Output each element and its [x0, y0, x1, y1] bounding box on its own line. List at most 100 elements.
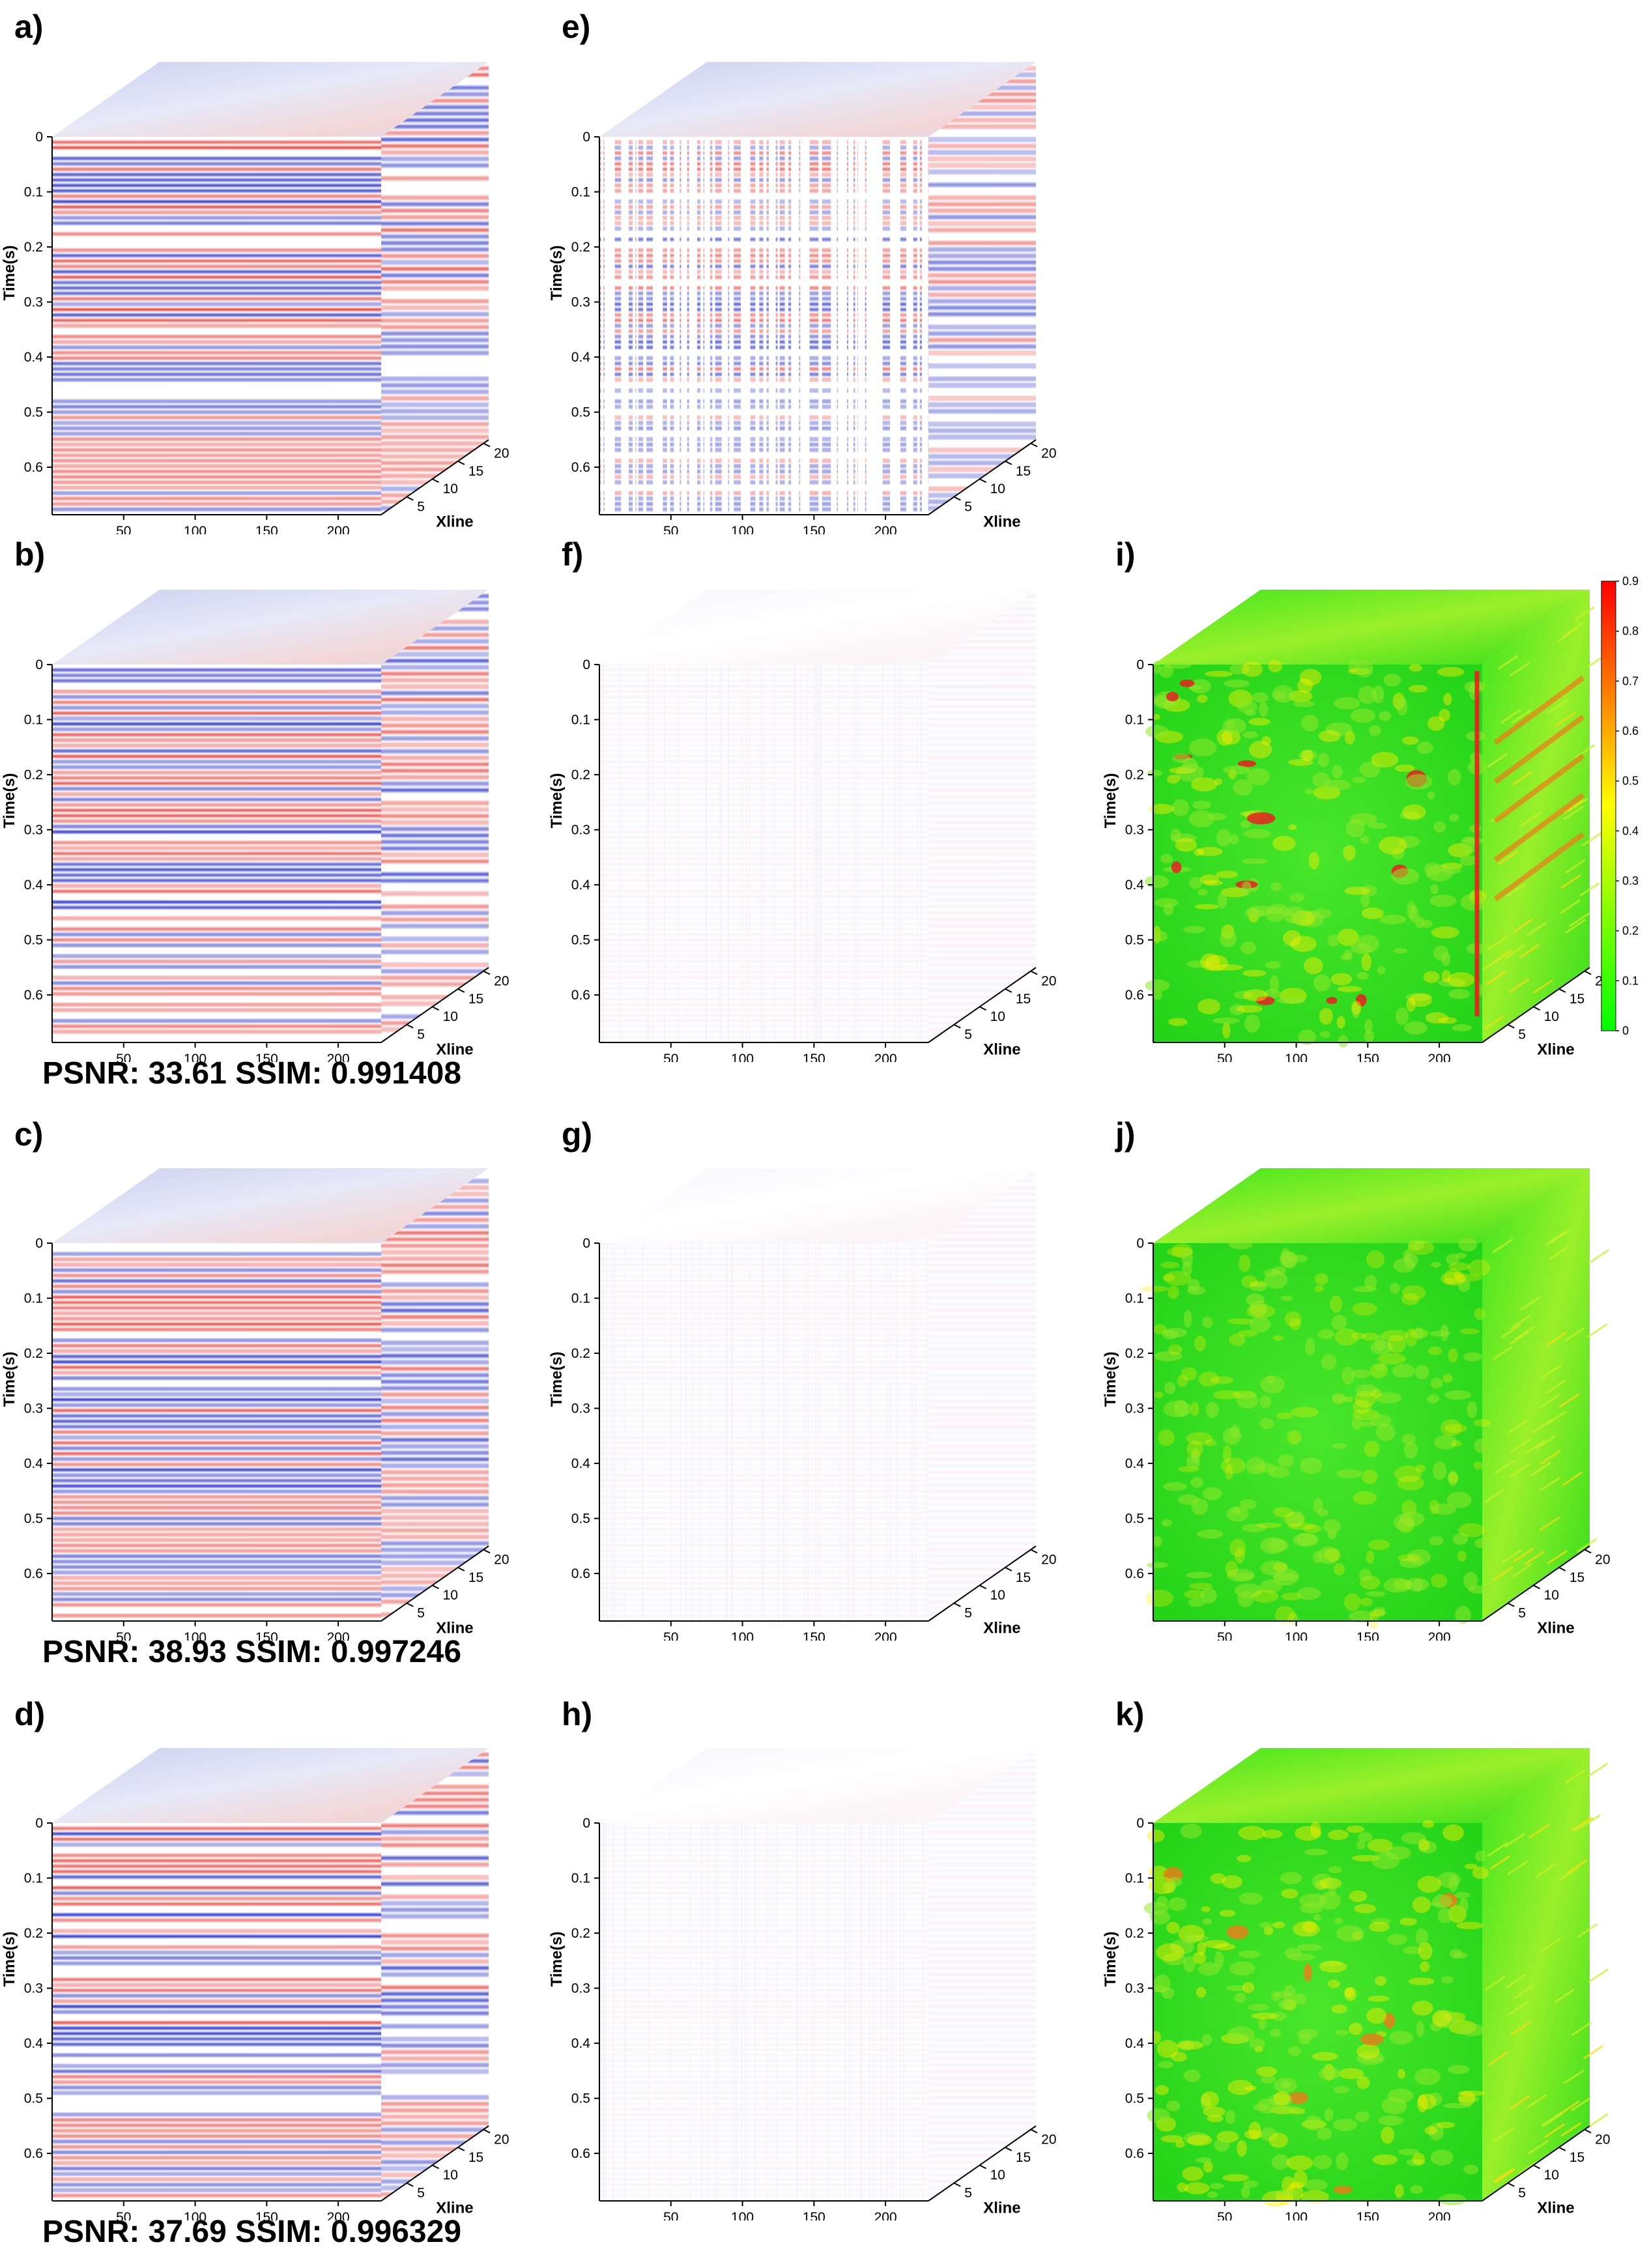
error-blob: [1199, 874, 1220, 885]
error-blob: [1226, 2026, 1255, 2043]
error-streak: [1513, 1985, 1534, 2000]
error-streak: [1532, 979, 1553, 994]
error-blob: [1450, 1440, 1462, 1447]
error-streak: [1492, 1345, 1513, 1360]
error-blob: [1164, 1381, 1175, 1394]
error-cube-k: 00.10.20.30.40.50.6Time(s)50100150200Inl…: [1102, 1748, 1611, 2220]
error-blob: [1224, 679, 1250, 688]
error-blob: [1259, 701, 1269, 717]
colorbar: 0 0.1 0.2 0.3 0.4 0.5 0.6 0.7 0.8 0.9: [1601, 575, 1639, 1037]
error-streak: [1485, 970, 1506, 986]
xline-tick-label: 20: [494, 973, 509, 988]
error-streak: [1579, 882, 1600, 897]
error-blob: [1168, 1285, 1179, 1299]
error-streak: [1527, 2140, 1549, 2155]
time-tick-label: 0.6: [1125, 988, 1144, 1003]
metric-b: PSNR: 33.61 SSIM: 0.991408: [42, 1056, 462, 1091]
error-blob: [1214, 1943, 1236, 1951]
error-blob: [1260, 2127, 1278, 2142]
time-axis-label: Time(s): [1, 1351, 18, 1407]
cube-side-face: [381, 1168, 489, 1621]
error-blob: [1343, 1593, 1361, 1611]
error-blob: [1197, 889, 1208, 896]
time-tick-label: 0.4: [1125, 878, 1145, 893]
error-blob: [1287, 2046, 1302, 2056]
error-streak: [1563, 622, 1584, 637]
cube-side-face: [928, 62, 1036, 515]
time-tick-label: 0.1: [24, 185, 43, 200]
error-blob: [1416, 1464, 1426, 1472]
error-blob: [1168, 1344, 1183, 1355]
metric-c: PSNR: 38.93 SSIM: 0.997246: [42, 1635, 462, 1669]
error-blob: [1249, 2038, 1265, 2050]
error-blob: [1414, 2068, 1441, 2086]
panel-label-j: j): [1115, 1116, 1136, 1153]
time-tick-label: 0.1: [571, 1871, 590, 1886]
time-tick-label: 0.2: [1125, 1346, 1144, 1361]
error-blob: [1429, 895, 1457, 908]
time-tick-label: 0.5: [1125, 933, 1144, 948]
time-tick-label: 0: [35, 1816, 43, 1831]
error-blob: [1407, 1241, 1435, 1256]
error-blob: [1272, 685, 1295, 703]
cube-side-face: [928, 590, 1036, 1042]
error-blob: [1468, 1585, 1493, 1594]
error-streak: [1554, 1988, 1575, 2003]
error-blob: [1187, 2134, 1212, 2146]
error-blob: [1448, 988, 1470, 999]
xline-tick: [1533, 1006, 1541, 1011]
error-blob: [1261, 736, 1272, 746]
error-blob: [1412, 1896, 1431, 1914]
colorbar-tick-label: 0.9: [1622, 575, 1639, 588]
error-blob: [1476, 984, 1488, 996]
error-blob: [1320, 1031, 1331, 1038]
cube-front-face: [52, 665, 381, 1042]
error-blob: [1349, 2022, 1363, 2035]
error-blob: [1145, 875, 1169, 889]
seismic-cube-d: 00.10.20.30.40.50.6Time(s)50100150200Inl…: [1, 1748, 509, 2220]
error-blob: [1416, 2020, 1425, 2037]
error-blob: [1177, 2040, 1194, 2051]
error-streak: [1570, 2097, 1592, 2112]
error-blob: [1375, 1334, 1385, 1351]
error-blob: [1314, 1272, 1328, 1285]
error-streak: [1504, 1833, 1525, 1848]
error-streak: [1532, 1418, 1553, 1434]
error-blob: [1272, 1921, 1285, 1929]
time-tick-label: 0.1: [571, 1291, 590, 1306]
error-blob: [1405, 992, 1432, 1001]
error-blob: [1297, 678, 1313, 693]
time-tick-label: 0.2: [24, 240, 43, 255]
error-blob: [1407, 1239, 1425, 1251]
residual-overlay: [599, 665, 928, 1042]
error-blob: [1153, 1536, 1162, 1547]
colorbar-tick-label: 0.5: [1622, 775, 1639, 788]
xline-tick: [1558, 2146, 1566, 2151]
error-blob: [1281, 1592, 1302, 1601]
error-streak: [1535, 1435, 1556, 1450]
error-blob: [1415, 1928, 1429, 1946]
error-blob: [1351, 1369, 1371, 1378]
time-tick-label: 0: [1136, 1816, 1144, 1831]
error-blob: [1163, 903, 1174, 916]
xline-tick: [979, 478, 987, 483]
error-blob: [1458, 1237, 1478, 1252]
error-blob: [1336, 1469, 1363, 1478]
error-blob: [1197, 998, 1221, 1014]
inline-tick-label: 150: [255, 2210, 278, 2220]
xline-tick-label: 15: [1016, 2150, 1031, 2165]
error-blob: [1474, 1308, 1485, 1320]
error-blob: [1430, 2149, 1454, 2166]
error-blob: [1343, 844, 1356, 861]
time-tick-label: 0.1: [24, 1871, 43, 1886]
error-blob: [1318, 2067, 1341, 2080]
error-blob: [1272, 1506, 1293, 1517]
error-blob: [1180, 1823, 1202, 1839]
error-blob: [1332, 1395, 1345, 1404]
error-blob: [1302, 1921, 1317, 1933]
error-blob: [1246, 768, 1270, 786]
error-blob: [1355, 1390, 1376, 1408]
error-blob: [1186, 960, 1212, 968]
error-streak: [1508, 2001, 1528, 2016]
error-blob: [1162, 1274, 1175, 1282]
